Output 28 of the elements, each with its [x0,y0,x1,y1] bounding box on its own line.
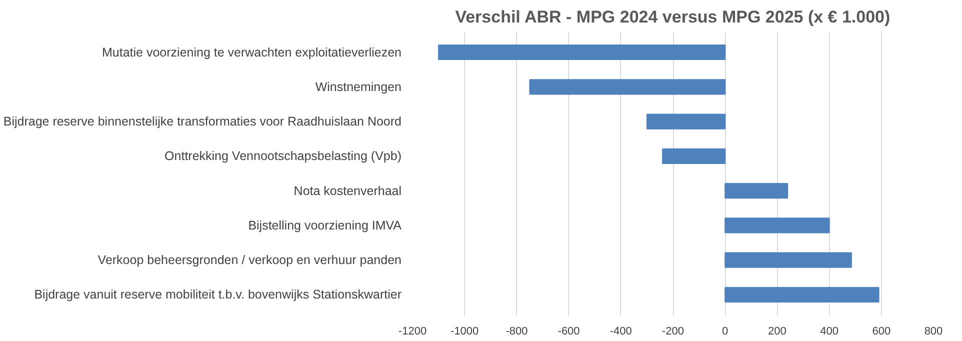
y-tick-label: Bijdrage reserve binnenstelijke transformaties voor Raadhuislaan Noord [3,114,402,129]
bar [529,79,726,95]
bar [646,114,726,130]
x-tick-label: 400 [820,326,838,338]
x-tick-label: 200 [768,326,786,338]
bar [724,252,852,268]
x-tick-label: 600 [872,326,891,338]
x-tick-label: -400 [610,326,632,338]
bar [438,44,726,60]
x-tick-label: 800 [924,326,943,338]
x-tick-label: -200 [662,326,684,338]
y-tick-label: Onttrekking Vennootschapsbelasting (Vpb) [164,149,402,164]
y-tick-label: Bijdrage vanuit reserve mobiliteit t.b.v. bovenwijks Stationskwartier [34,288,402,302]
y-tick-label: Mutatie voorziening te verwachten exploitatieverliezen [102,45,402,60]
x-tick-label: -1200 [398,326,427,338]
bar [724,286,880,302]
x-tick-label: -600 [558,326,580,338]
y-tick-label: Winstnemingen [315,80,402,94]
bar [724,218,830,234]
x-tick-label: 0 [722,326,728,338]
y-tick-label: Nota kostenverhaal [294,184,402,198]
y-tick-label: Bijstelling voorziening IMVA [248,218,402,232]
x-tick-label: -1000 [450,326,479,338]
bar [662,148,726,164]
y-tick-label: Verkoop beheersgronden / verkoop en verhuur panden [98,253,402,268]
x-tick-label: -800 [506,326,528,338]
chart-title: Verschil ABR - MPG 2024 versus MPG 2025 (x € 1.000) [455,8,890,26]
bar [724,183,788,199]
